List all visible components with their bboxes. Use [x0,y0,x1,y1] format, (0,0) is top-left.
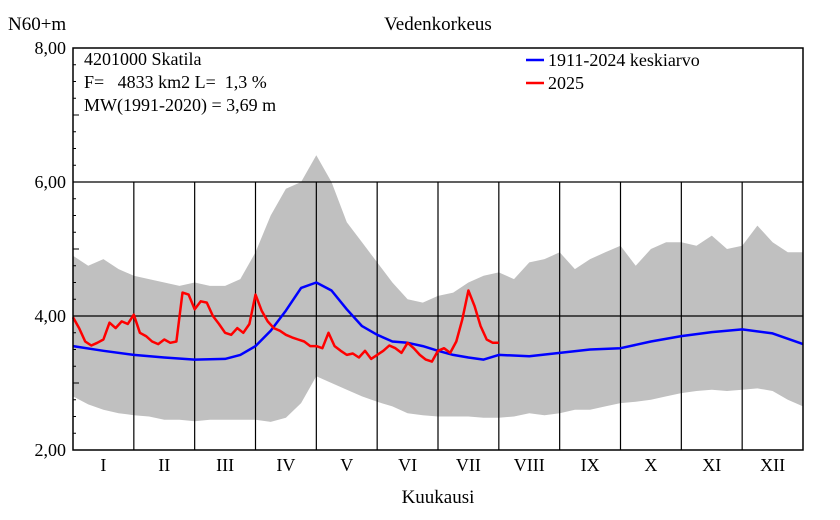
x-tick-labels: I II III IV V VI VII VIII IX X XI XII [100,455,785,475]
grid-layer [73,64,803,450]
series-line-0 [72,281,804,361]
month-label-2: II [158,455,170,475]
month-label-4: IV [276,455,295,475]
legend: 1911-2024 keskiarvo 2025 [526,50,700,93]
station-mean: MW(1991-2020) = 3,69 m [84,95,276,116]
y-tick-label-2: 6,00 [35,172,67,192]
month-label-10: X [644,455,657,475]
y-axis-label: N60+m [8,14,66,35]
legend-label-mean: 1911-2024 keskiarvo [548,50,700,70]
y-tick-labels: 2,00 4,00 6,00 8,00 [35,38,67,460]
month-label-11: XI [702,455,721,475]
month-label-3: III [216,455,234,475]
month-label-6: VI [398,455,417,475]
legend-label-2025: 2025 [548,73,584,93]
month-label-7: VII [456,455,481,475]
month-label-1: I [100,455,106,475]
month-label-8: VIII [514,455,545,475]
month-label-9: IX [581,455,600,475]
station-name: 4201000 Skatila [84,49,202,69]
y-tick-label-3: 8,00 [35,38,67,58]
y-tick-label-1: 4,00 [35,306,67,326]
series-layer [71,281,804,363]
x-axis-label: Kuukausi [402,487,475,508]
station-info: 4201000 Skatila F= 4833 km2 L= 1,3 % MW(… [84,49,276,116]
chart-title: Vedenkorkeus [384,14,492,35]
month-label-12: XII [760,455,785,475]
month-label-5: V [340,455,353,475]
y-tick-label-0: 2,00 [35,440,67,460]
station-area: F= 4833 km2 L= 1,3 % [84,72,267,92]
chart-title-group: Vedenkorkeus N60+m Kuukausi [8,14,492,508]
series-line-1 [71,289,499,363]
plot-frame [72,47,804,451]
